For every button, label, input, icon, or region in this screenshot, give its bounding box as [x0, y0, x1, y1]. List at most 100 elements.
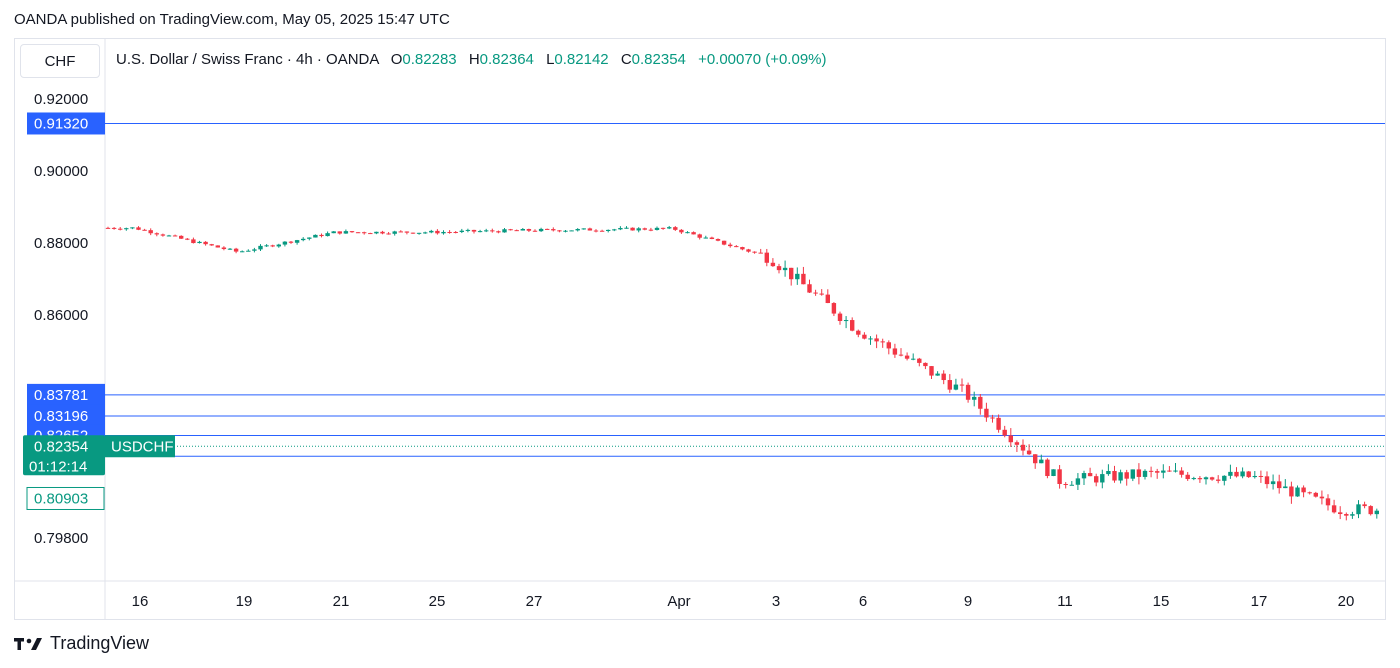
- candle-body: [355, 232, 361, 234]
- candle-body: [1148, 470, 1154, 472]
- candle-body: [1209, 477, 1215, 480]
- candle-body: [1203, 477, 1209, 480]
- candle-body: [386, 233, 391, 235]
- candle-body: [203, 241, 208, 245]
- candle-body: [1026, 450, 1032, 455]
- candle-body: [709, 237, 715, 240]
- candle-body: [374, 231, 379, 234]
- low-marker-label: 0.80903: [34, 490, 88, 507]
- candle-body: [1063, 483, 1068, 485]
- candle-body: [154, 233, 159, 235]
- candle-body: [728, 244, 733, 247]
- level-price-label-bg: [27, 383, 105, 406]
- currency-selector[interactable]: CHF: [20, 44, 100, 78]
- current-price-label: 0.82354: [34, 438, 88, 455]
- candle-body: [856, 330, 861, 335]
- candle-body: [508, 229, 513, 231]
- candle-body: [471, 229, 477, 232]
- candle-body: [1191, 478, 1196, 480]
- candle-body: [612, 229, 617, 231]
- low-marker-label-bg: [26, 486, 105, 510]
- candle-body: [1295, 487, 1300, 497]
- candle-body: [331, 231, 336, 234]
- candle-body: [679, 229, 684, 233]
- candle-body: [825, 294, 830, 304]
- candle-body: [252, 249, 257, 251]
- candle-body: [801, 273, 806, 285]
- candle-body: [240, 251, 245, 253]
- candle-body: [874, 338, 879, 342]
- candle-body: [1118, 472, 1123, 481]
- candle-body: [685, 232, 690, 234]
- candle-body: [423, 232, 428, 234]
- candle-body: [1331, 505, 1337, 513]
- x-tick-label: 19: [236, 593, 253, 610]
- candle-body: [947, 380, 952, 390]
- candle-body: [782, 267, 788, 271]
- candle-body: [996, 417, 1001, 430]
- candle-body: [368, 233, 373, 235]
- x-tick-label: 11: [1057, 593, 1073, 610]
- candle-body: [538, 228, 544, 232]
- candle-body: [953, 384, 959, 390]
- candle-body: [1014, 442, 1020, 445]
- candle-body: [1155, 471, 1160, 473]
- level-price-label: 0.83781: [34, 387, 88, 404]
- candle-body: [1240, 471, 1245, 477]
- candle-body: [843, 320, 849, 322]
- candle-body: [520, 229, 525, 231]
- candle-body: [587, 228, 593, 231]
- candle-body: [1112, 470, 1117, 481]
- candle-body: [1325, 498, 1331, 506]
- y-tick-label: 0.90000: [34, 163, 88, 180]
- candle-body: [660, 227, 666, 229]
- candle-body: [233, 248, 239, 252]
- candle-body: [349, 231, 355, 233]
- tradingview-logo: TradingView: [14, 633, 149, 654]
- y-tick-label: 0.86000: [34, 307, 88, 324]
- low-value: 0.82142: [554, 51, 609, 68]
- candle-body: [972, 396, 977, 400]
- candle-body: [752, 251, 757, 253]
- x-tick-label: 16: [132, 593, 149, 610]
- candle-body: [1094, 476, 1099, 483]
- candle-body: [264, 245, 269, 247]
- candle-body: [734, 246, 739, 248]
- candle-body: [307, 237, 312, 239]
- level-price-label: 0.91320: [34, 115, 88, 132]
- candle-body: [111, 227, 117, 229]
- candle-body: [630, 227, 635, 231]
- high-value: 0.82364: [479, 51, 534, 68]
- bar-countdown: 01:12:14: [29, 458, 87, 475]
- x-tick-label: 3: [772, 593, 780, 610]
- candle-body: [1075, 478, 1081, 485]
- candle-body: [1301, 487, 1306, 493]
- candle-body: [1136, 469, 1142, 477]
- candle-body: [978, 396, 983, 409]
- candle-body: [599, 230, 605, 232]
- x-tick-label: 9: [964, 593, 972, 610]
- candle-body: [1051, 469, 1056, 477]
- candle-body: [1081, 473, 1087, 479]
- close-label: C: [620, 51, 632, 68]
- candle-body: [477, 231, 483, 233]
- candle-body: [990, 417, 995, 419]
- candle-body: [185, 238, 190, 240]
- candle-body: [563, 230, 568, 232]
- candle-body: [965, 384, 971, 400]
- candle-body: [276, 244, 281, 247]
- candle-body: [1057, 469, 1062, 484]
- candle-body: [862, 334, 867, 339]
- change-value: +0.00070 (+0.09%): [698, 51, 827, 68]
- candle-body: [1356, 504, 1361, 515]
- level-price-label: 0.83196: [34, 408, 88, 425]
- candle-body: [136, 227, 141, 230]
- candle-body: [911, 358, 916, 360]
- candle-body: [410, 232, 416, 234]
- candle-body: [362, 232, 367, 234]
- candle-body: [429, 230, 434, 233]
- candle-body: [624, 227, 629, 229]
- candle-body: [795, 273, 800, 280]
- x-tick-label: 17: [1251, 593, 1268, 610]
